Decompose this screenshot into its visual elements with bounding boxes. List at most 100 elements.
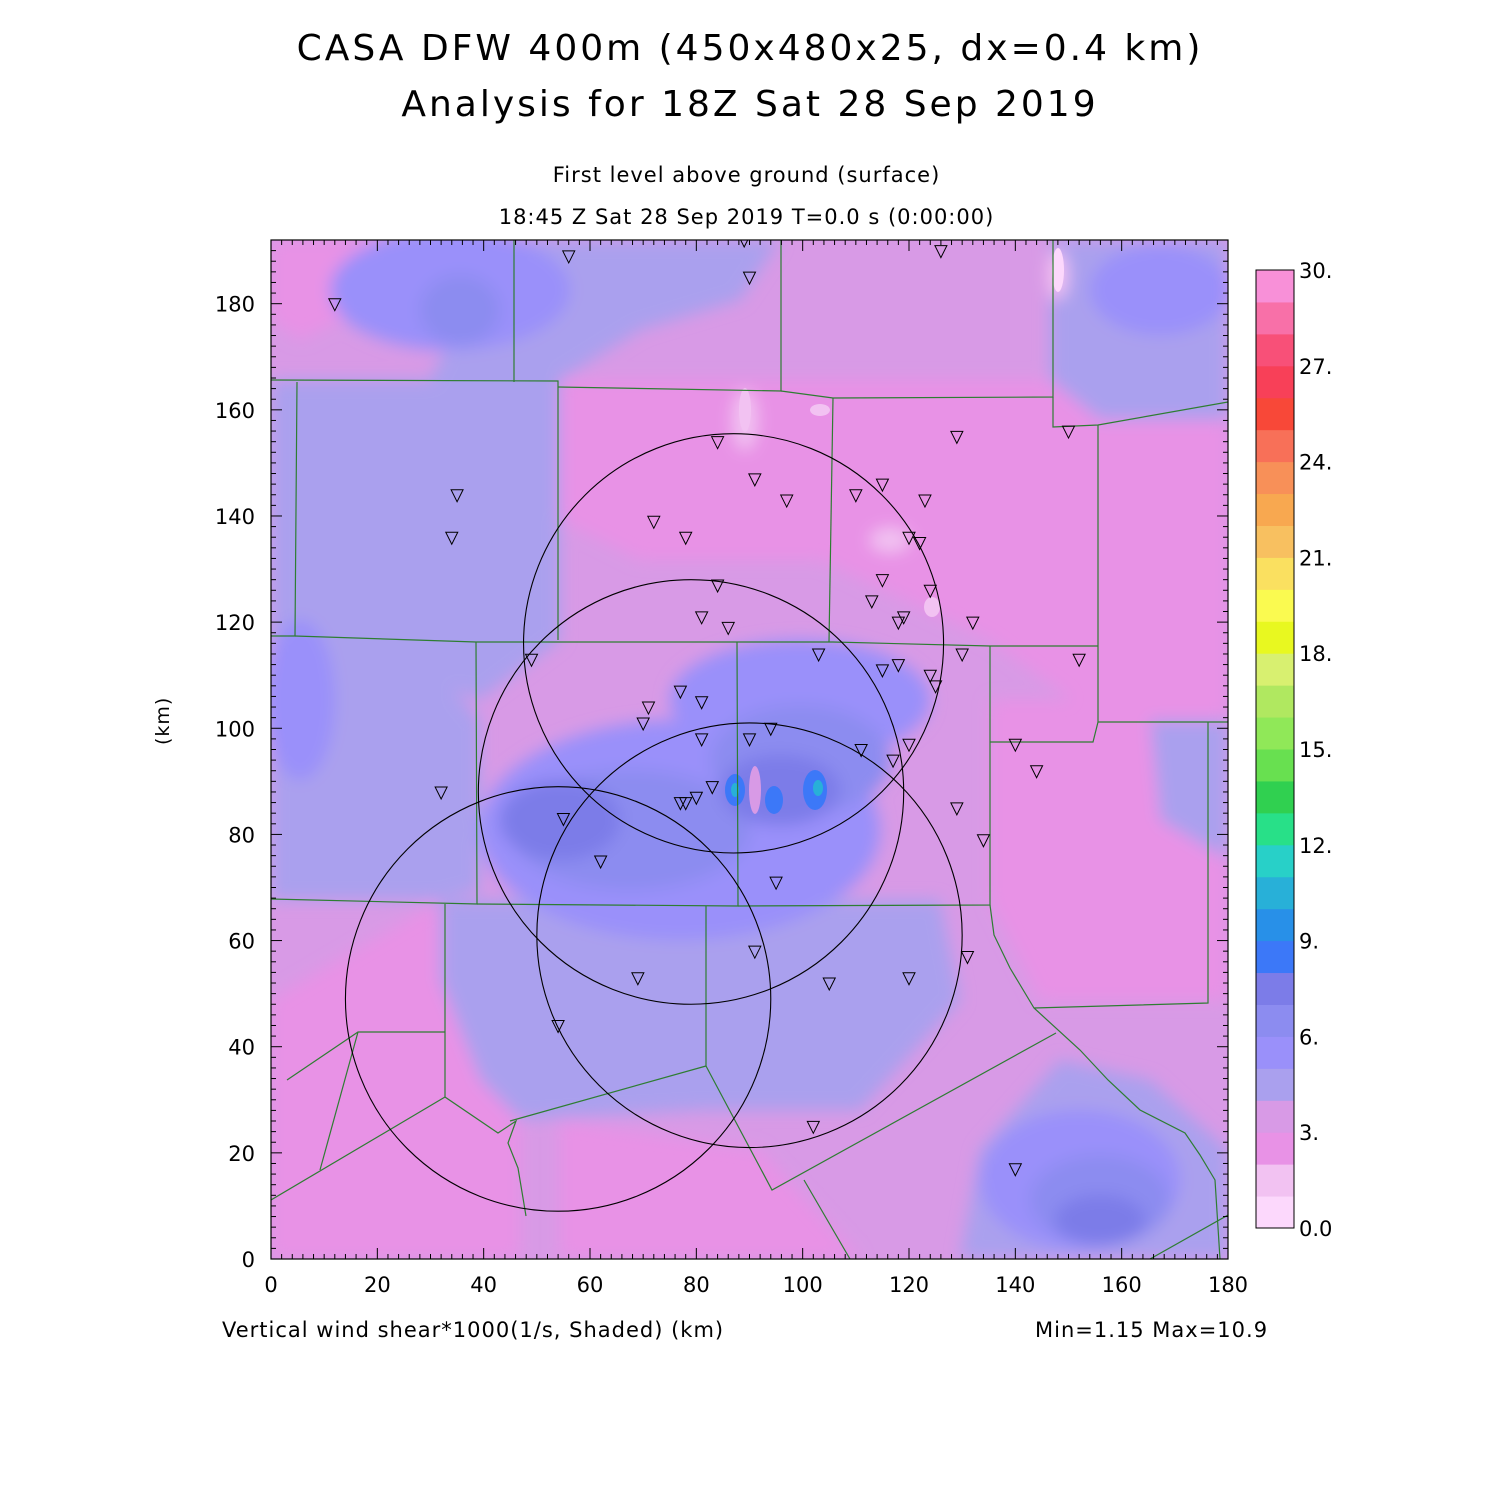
x-tick-labels: 0 20 40 60 80 100 120 140 160 180 [264, 1273, 1248, 1297]
colorbar-swatch [1256, 717, 1294, 750]
station-marker [923, 669, 938, 684]
radar-ring [477, 579, 905, 1005]
colorbar-swatch [1256, 461, 1294, 495]
station-marker [769, 876, 783, 891]
y-tick-label: 40 [228, 1036, 255, 1060]
station-marker [524, 653, 539, 668]
station-marker [902, 531, 916, 546]
y-tick-label: 20 [228, 1142, 255, 1166]
y-tick-label: 60 [228, 930, 255, 954]
y-tick-label: 120 [215, 611, 255, 635]
colorbar-swatch [1256, 972, 1294, 1005]
station-marker [710, 579, 725, 594]
colorbar-label: 24. [1299, 451, 1332, 475]
colorbar-swatch [1256, 365, 1294, 399]
station-marker [1072, 653, 1086, 668]
colorbar-swatch [1256, 844, 1294, 878]
level-label: First level above ground (surface) [552, 163, 941, 187]
colorbar-label: 0.0 [1299, 1217, 1332, 1241]
station-marker [694, 696, 709, 710]
station-marker [742, 271, 757, 286]
station-marker [864, 595, 879, 610]
radar-ring [536, 722, 963, 1149]
colorbar-swatch [1256, 940, 1294, 974]
colorbar [1255, 269, 1295, 1229]
station-marker [950, 430, 964, 445]
colorbar-swatch [1256, 812, 1294, 846]
colorbar-label: 27. [1299, 355, 1332, 379]
colorbar-swatch [1256, 749, 1294, 782]
colorbar-swatch [1256, 557, 1294, 590]
colorbar-label: 3. [1299, 1121, 1319, 1145]
colorbar-swatch [1256, 525, 1294, 558]
colorbar-swatch [1256, 270, 1294, 303]
station-marker [742, 733, 757, 748]
station-marker [923, 584, 938, 599]
colorbar-label: 12. [1299, 834, 1332, 858]
colorbar-swatch [1256, 1132, 1294, 1165]
station-marker [902, 738, 916, 753]
radar-rings [344, 433, 963, 1212]
colorbar-swatch [1256, 1036, 1294, 1069]
x-tick-label: 0 [264, 1273, 277, 1297]
colorbar-swatch [1256, 621, 1294, 654]
station-marker [806, 1120, 821, 1135]
station-marker [748, 945, 762, 960]
colorbar-swatch [1256, 1164, 1294, 1197]
station-marker [551, 1019, 565, 1034]
station-marker [689, 791, 704, 806]
station-marker [1008, 1163, 1023, 1177]
x-tick-label: 120 [889, 1273, 929, 1297]
station-marker [950, 802, 964, 816]
station-marker [875, 574, 890, 588]
colorbar-swatch [1256, 493, 1294, 526]
colorbar-swatch [1256, 653, 1294, 686]
y-tick-label: 160 [215, 399, 255, 423]
station-marker [748, 473, 762, 487]
shear-field [271, 240, 1228, 1259]
station-marker [928, 680, 943, 694]
colorbar-swatch [1256, 397, 1294, 431]
station-marker [740, 240, 749, 249]
station-marker [631, 972, 645, 986]
colorbar-swatch [1256, 301, 1294, 335]
station-marker [886, 754, 900, 769]
station-marker [875, 478, 890, 493]
station-marker [912, 537, 927, 551]
station-marker [444, 531, 459, 546]
station-marker [673, 797, 688, 811]
x-tick-label: 180 [1208, 1273, 1248, 1297]
colorbar-swatch [1256, 685, 1294, 718]
station-marker [646, 515, 661, 530]
station-marker [965, 616, 980, 631]
station-marker [918, 494, 932, 509]
station-marker [896, 611, 911, 625]
station-marker [694, 611, 709, 625]
station-marker [902, 972, 916, 986]
station-marker [849, 489, 863, 503]
colorbar-swatch [1256, 589, 1294, 622]
y-tick-label: 80 [228, 823, 255, 847]
station-marker [1008, 738, 1023, 753]
x-tick-label: 80 [683, 1273, 710, 1297]
station-marker [891, 659, 906, 673]
x-tick-label: 140 [995, 1273, 1035, 1297]
y-tick-labels: 0 20 40 60 80 100 120 140 160 180 [215, 293, 255, 1272]
station-marker [811, 648, 826, 663]
x-tick-label: 160 [1102, 1273, 1142, 1297]
x-tick-label: 40 [470, 1273, 497, 1297]
station-marker [641, 701, 656, 716]
colorbar-label: 9. [1299, 930, 1319, 954]
colorbar-swatch [1256, 876, 1294, 910]
colorbar-swatch [1256, 1068, 1294, 1101]
station-marker [561, 250, 576, 265]
radar-ring [344, 786, 772, 1212]
station-marker [822, 977, 837, 992]
station-marker [327, 298, 342, 312]
station-marker [678, 531, 693, 546]
station-marker [875, 664, 890, 679]
colorbar-label: 21. [1299, 546, 1332, 570]
station-marker [434, 786, 448, 801]
colorbar-label: 30. [1299, 259, 1332, 283]
